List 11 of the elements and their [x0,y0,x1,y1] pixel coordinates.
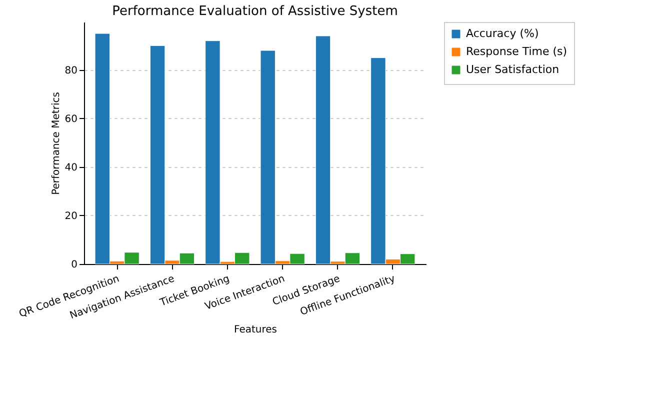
y-tick-label: 40 [64,162,78,174]
chart-title: Performance Evaluation of Assistive System [112,4,398,19]
y-axis-title: Performance Metrics [50,92,62,195]
y-tick-label: 0 [71,260,78,270]
y-tick-label: 80 [64,65,78,76]
legend-label: Response Time (s) [466,45,568,58]
legend-label: Accuracy (%) [466,27,539,40]
legend-label: User Satisfaction [466,63,560,76]
y-tick-label: 20 [64,210,78,222]
y-tick-label: 60 [64,114,78,125]
x-axis-title: Features [234,324,277,336]
